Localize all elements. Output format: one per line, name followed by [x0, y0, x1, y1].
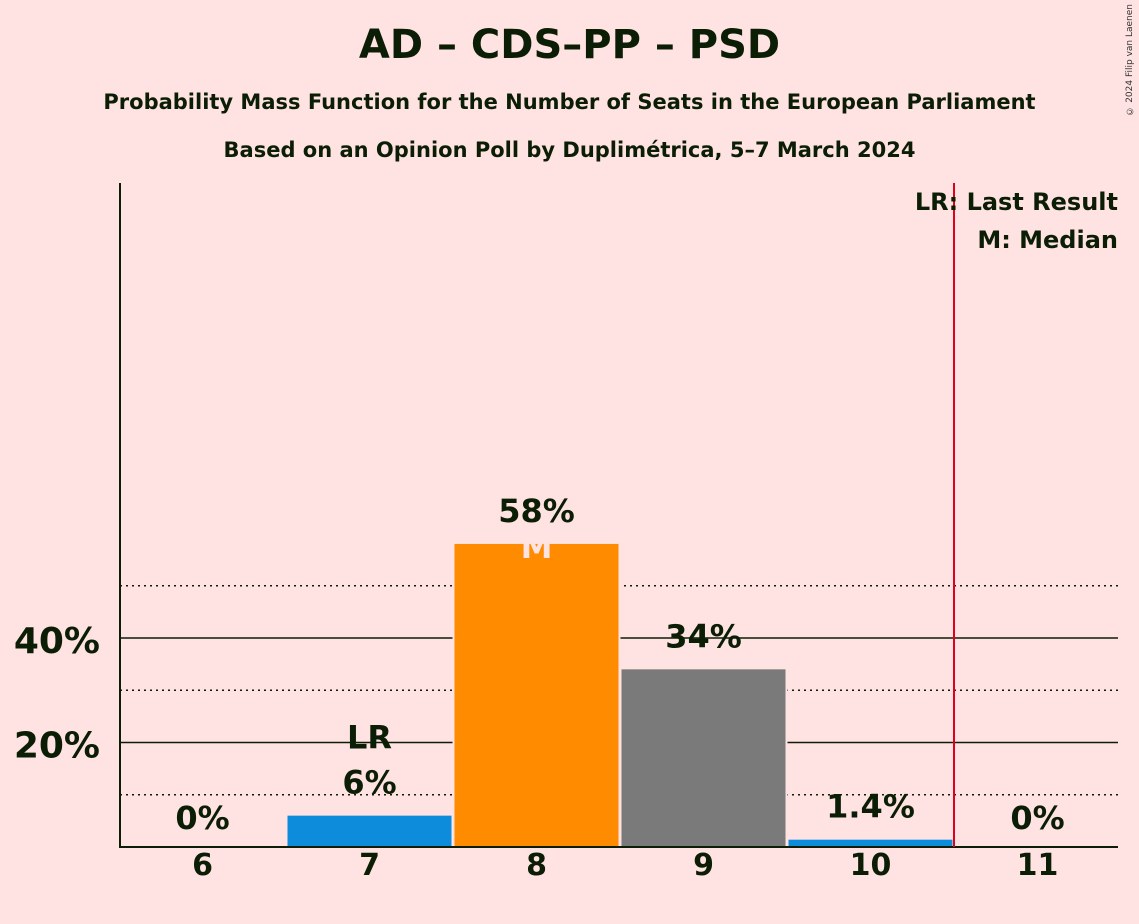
last-result-marker: LR [347, 719, 392, 757]
data-label: 0% [175, 799, 229, 837]
bar-seats-8 [454, 543, 619, 847]
median-marker: M [521, 528, 553, 566]
x-tick-label: 8 [526, 848, 547, 883]
x-tick-label: 10 [850, 848, 892, 883]
legend-item: M: Median [977, 226, 1118, 254]
data-label: 58% [498, 492, 575, 530]
bar-seats-10 [788, 839, 953, 847]
chart-subtitle: Probability Mass Function for the Number… [103, 90, 1036, 114]
chart-source: Based on an Opinion Poll by Duplimétrica… [223, 138, 916, 162]
data-label: 6% [342, 764, 396, 802]
y-tick-label: 20% [14, 726, 100, 767]
legend-item: LR: Last Result [915, 188, 1118, 216]
data-label: 0% [1010, 799, 1064, 837]
x-tick-label: 11 [1017, 848, 1059, 883]
bar-seats-9 [621, 669, 786, 847]
data-label: 34% [665, 617, 742, 655]
bar-seats-7 [287, 815, 452, 847]
y-tick-label: 40% [14, 621, 100, 662]
x-tick-label: 6 [192, 848, 213, 883]
x-tick-label: 9 [693, 848, 714, 883]
data-label: 1.4% [826, 788, 915, 826]
chart-title: AD – CDS–PP – PSD [358, 22, 781, 68]
x-tick-label: 7 [359, 848, 380, 883]
